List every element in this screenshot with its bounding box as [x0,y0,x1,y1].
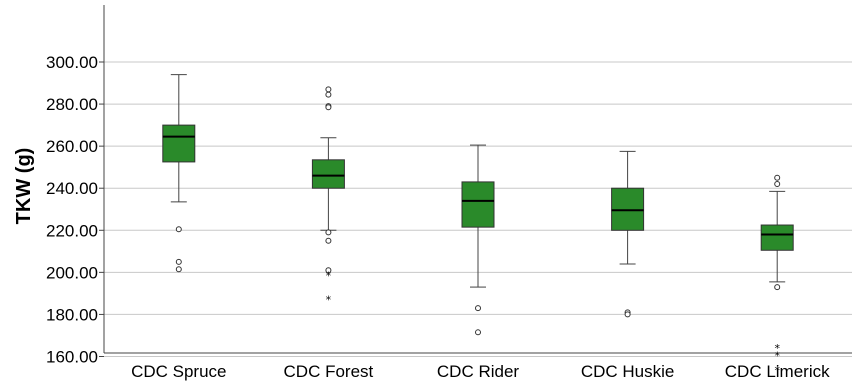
box-iqr [760,224,794,251]
y-tick-label: 280.00 [46,95,98,114]
extreme-point: * [774,364,780,377]
outlier-point [774,174,781,181]
extreme-point: * [326,270,332,283]
x-category-label: CDC Rider [437,362,520,381]
outlier-point [325,86,332,93]
outlier-point [325,104,332,111]
box-iqr [611,187,645,231]
outlier-point [624,311,631,318]
outlier-point [175,226,182,233]
extreme-point: * [774,342,780,355]
outlier-point [175,258,182,265]
outlier-point [325,237,332,244]
outlier-point [325,229,332,236]
y-tick-label: 300.00 [46,53,98,72]
extreme-point: * [326,294,332,307]
x-category-label: CDC Limerick [725,362,830,381]
box-group [611,150,645,318]
outlier-point [325,267,332,274]
outlier-point [175,266,182,273]
outlier-point [475,329,481,336]
outlier-point [774,284,781,291]
y-tick-label: 180.00 [46,305,98,324]
y-tick-label: 220.00 [46,221,98,240]
x-category-label: CDC Forest [284,362,374,381]
y-tick-label: 160.00 [46,348,98,367]
y-axis-title: TKW (g) [13,148,35,225]
outlier-point [774,181,781,188]
axes: 160.00 180.00 200.00 220.00 240.00 260.00 280.… [46,5,852,381]
outlier-point [325,91,332,98]
boxes: ***** [162,74,794,377]
y-tick-label: 260.00 [46,137,98,156]
x-category-label: CDC Spruce [131,362,226,381]
box-iqr [311,159,345,189]
box-iqr [162,124,196,163]
box-group: ** [311,86,345,307]
y-tick-label: 200.00 [46,263,98,282]
box-group [461,144,495,336]
box-iqr [461,181,495,228]
x-category-label: CDC Huskie [581,362,675,381]
y-tick-label: 240.00 [46,179,98,198]
box-group [162,74,196,273]
extreme-point: * [774,349,780,362]
box-group: *** [760,174,794,377]
outlier-point [475,305,481,312]
